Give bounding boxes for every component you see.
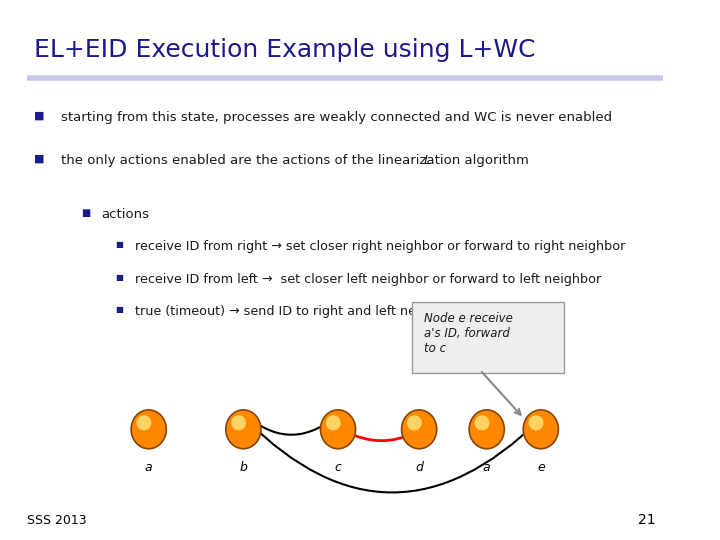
- Text: ■: ■: [115, 240, 123, 249]
- Text: Node e receive
a's ID, forward
to c: Node e receive a's ID, forward to c: [424, 312, 513, 355]
- Text: the only actions enabled are the actions of the linearization algorithm: the only actions enabled are the actions…: [61, 154, 533, 167]
- Text: SSS 2013: SSS 2013: [27, 514, 86, 526]
- Text: a: a: [145, 461, 153, 474]
- Ellipse shape: [528, 415, 544, 430]
- Ellipse shape: [474, 415, 490, 430]
- Text: e: e: [537, 461, 545, 474]
- Text: starting from this state, processes are weakly connected and WC is never enabled: starting from this state, processes are …: [61, 111, 612, 124]
- Text: L: L: [424, 154, 431, 167]
- Text: b: b: [240, 461, 247, 474]
- Text: ■: ■: [34, 111, 45, 121]
- Text: d: d: [415, 461, 423, 474]
- Ellipse shape: [320, 410, 356, 449]
- Ellipse shape: [469, 410, 504, 449]
- Text: ■: ■: [115, 305, 123, 314]
- Ellipse shape: [402, 410, 437, 449]
- Text: c: c: [335, 461, 341, 474]
- Text: ■: ■: [115, 273, 123, 282]
- Ellipse shape: [226, 410, 261, 449]
- Ellipse shape: [131, 410, 166, 449]
- Text: EL+EID Execution Example using L+WC: EL+EID Execution Example using L+WC: [34, 38, 535, 62]
- Text: receive ID from left →  set closer left neighbor or forward to left neighbor: receive ID from left → set closer left n…: [135, 273, 601, 286]
- Text: ■: ■: [34, 154, 45, 164]
- Ellipse shape: [326, 415, 341, 430]
- Ellipse shape: [407, 415, 422, 430]
- Text: 21: 21: [638, 512, 656, 526]
- Text: ■: ■: [81, 208, 91, 218]
- Text: actions: actions: [102, 208, 150, 221]
- Ellipse shape: [231, 415, 246, 430]
- Text: receive ID from right → set closer right neighbor or forward to right neighbor: receive ID from right → set closer right…: [135, 240, 626, 253]
- Text: true (timeout) → send ID to right and left neighbor: true (timeout) → send ID to right and le…: [135, 305, 457, 318]
- FancyBboxPatch shape: [413, 302, 564, 373]
- Text: a: a: [483, 461, 490, 474]
- Ellipse shape: [523, 410, 559, 449]
- Ellipse shape: [137, 415, 151, 430]
